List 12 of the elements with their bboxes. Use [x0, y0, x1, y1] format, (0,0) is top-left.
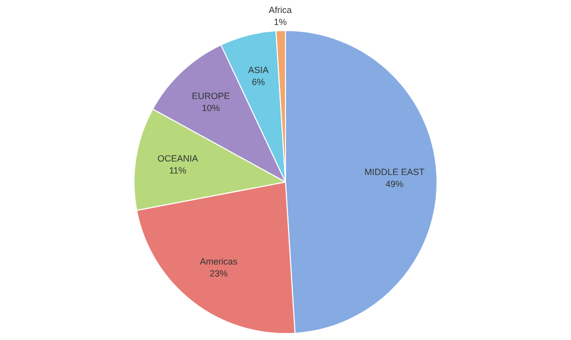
data-label: 1% — [274, 17, 287, 28]
slice-label: EUROPE — [192, 90, 230, 101]
data-label: 10% — [202, 102, 220, 113]
data-label: 6% — [252, 76, 265, 87]
data-label: 23% — [210, 268, 228, 279]
slice-label: OCEANIA — [158, 153, 198, 164]
slice-label: ASIA — [248, 64, 269, 75]
data-label: 11% — [169, 165, 186, 176]
slice-label: MIDDLE EAST — [364, 167, 426, 178]
slice-label: Africa — [268, 5, 292, 16]
slice-label: Americas — [200, 256, 238, 267]
data-label: 49% — [386, 179, 404, 190]
